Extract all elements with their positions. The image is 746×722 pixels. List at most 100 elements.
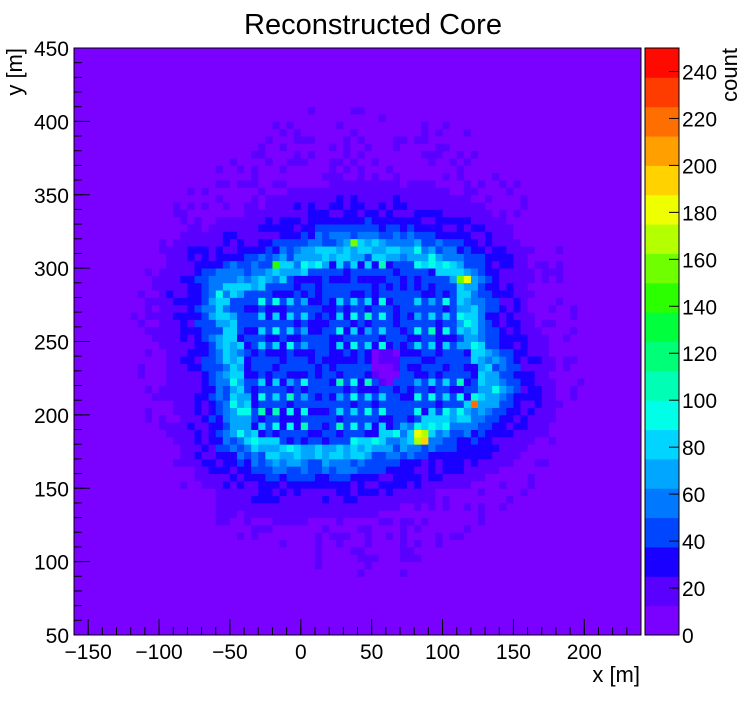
heatmap-cell [456, 363, 465, 372]
heatmap-cell [166, 554, 174, 563]
heatmap-cell [619, 319, 628, 328]
heatmap-cell [605, 502, 614, 511]
heatmap-cell [357, 392, 365, 401]
heatmap-cell [237, 473, 245, 482]
heatmap-cell [605, 275, 614, 284]
heatmap-cell [591, 209, 599, 218]
heatmap-cell [194, 436, 202, 445]
heatmap-cell [633, 260, 642, 269]
heatmap-cell [534, 202, 543, 210]
heatmap-cell [130, 517, 139, 526]
heatmap-cell [463, 334, 472, 342]
heatmap-cell [307, 297, 316, 306]
heatmap-cell [336, 561, 344, 570]
heatmap-cell [357, 400, 365, 408]
heatmap-cell [201, 224, 210, 232]
heatmap-cell [329, 312, 337, 320]
heatmap-cell [329, 488, 337, 496]
heatmap-cell [244, 385, 252, 394]
heatmap-cell [633, 326, 642, 335]
heatmap-cell [74, 290, 82, 298]
heatmap-cell [102, 627, 110, 636]
heatmap-cell [626, 297, 635, 306]
heatmap-cell [591, 414, 599, 423]
heatmap-cell [314, 172, 323, 181]
heatmap-cell [258, 356, 266, 364]
heatmap-cell [357, 590, 365, 599]
heatmap-cell [470, 363, 479, 372]
heatmap-cell [527, 253, 536, 262]
heatmap-cell [208, 480, 217, 489]
heatmap-cell [293, 341, 302, 350]
heatmap-cell [570, 554, 578, 563]
heatmap-cell [619, 532, 628, 541]
heatmap-cell [520, 576, 528, 585]
heatmap-cell [222, 422, 231, 430]
heatmap-cell [151, 627, 160, 636]
heatmap-cell [293, 458, 302, 467]
heatmap-cell [506, 620, 514, 629]
heatmap-cell [442, 532, 451, 541]
heatmap-cell [201, 260, 210, 269]
heatmap-cell [477, 612, 486, 621]
heatmap-cell [95, 561, 103, 570]
heatmap-cell [463, 414, 472, 423]
heatmap-cell [520, 407, 528, 416]
heatmap-cell [555, 576, 564, 585]
heatmap-cell [109, 451, 117, 460]
heatmap-cell [194, 370, 202, 379]
heatmap-cell [88, 561, 96, 570]
heatmap-cell [229, 400, 238, 408]
heatmap-cell [612, 282, 621, 291]
heatmap-cell [116, 231, 125, 240]
heatmap-cell [336, 539, 344, 548]
heatmap-cell [463, 590, 472, 599]
heatmap-cell [371, 348, 380, 357]
heatmap-cell [485, 260, 493, 269]
heatmap-cell [470, 561, 479, 570]
heatmap-cell [336, 451, 344, 460]
heatmap-cell [527, 517, 536, 526]
heatmap-cell [612, 400, 621, 408]
heatmap-cell [477, 268, 486, 276]
heatmap-cell [492, 268, 500, 276]
heatmap-cell [222, 348, 231, 357]
heatmap-cell [187, 370, 195, 379]
heatmap-cell [123, 231, 132, 240]
heatmap-cell [144, 458, 153, 467]
heatmap-cell [336, 605, 344, 614]
heatmap-cell [300, 539, 309, 548]
heatmap-cell [577, 326, 585, 335]
heatmap-cell [555, 282, 564, 291]
heatmap-cell [598, 598, 606, 607]
heatmap-cell [555, 561, 564, 570]
heatmap-cell [166, 436, 174, 445]
heatmap-cell [463, 180, 472, 188]
heatmap-cell [88, 517, 96, 526]
heatmap-cell [385, 348, 394, 357]
heatmap-cell [137, 356, 146, 364]
heatmap-cell [364, 180, 373, 188]
heatmap-cell [470, 605, 479, 614]
heatmap-cell [130, 576, 139, 585]
heatmap-cell [520, 290, 528, 298]
heatmap-cell [159, 583, 167, 592]
heatmap-cell [314, 297, 323, 306]
heatmap-cell [541, 414, 550, 423]
heatmap-cell [159, 268, 167, 276]
heatmap-cell [378, 224, 387, 232]
heatmap-cell [371, 524, 380, 533]
heatmap-cell [534, 187, 543, 196]
heatmap-cell [88, 488, 96, 496]
heatmap-cell [456, 268, 465, 276]
heatmap-cell [81, 561, 89, 570]
heatmap-cell [137, 414, 146, 423]
heatmap-cell [563, 334, 571, 342]
heatmap-cell [442, 480, 451, 489]
heatmap-cell [151, 436, 160, 445]
heatmap-cell [343, 627, 351, 636]
heatmap-cell [208, 319, 217, 328]
heatmap-cell [343, 304, 351, 313]
heatmap-cell [442, 400, 451, 408]
heatmap-cell [237, 172, 245, 181]
